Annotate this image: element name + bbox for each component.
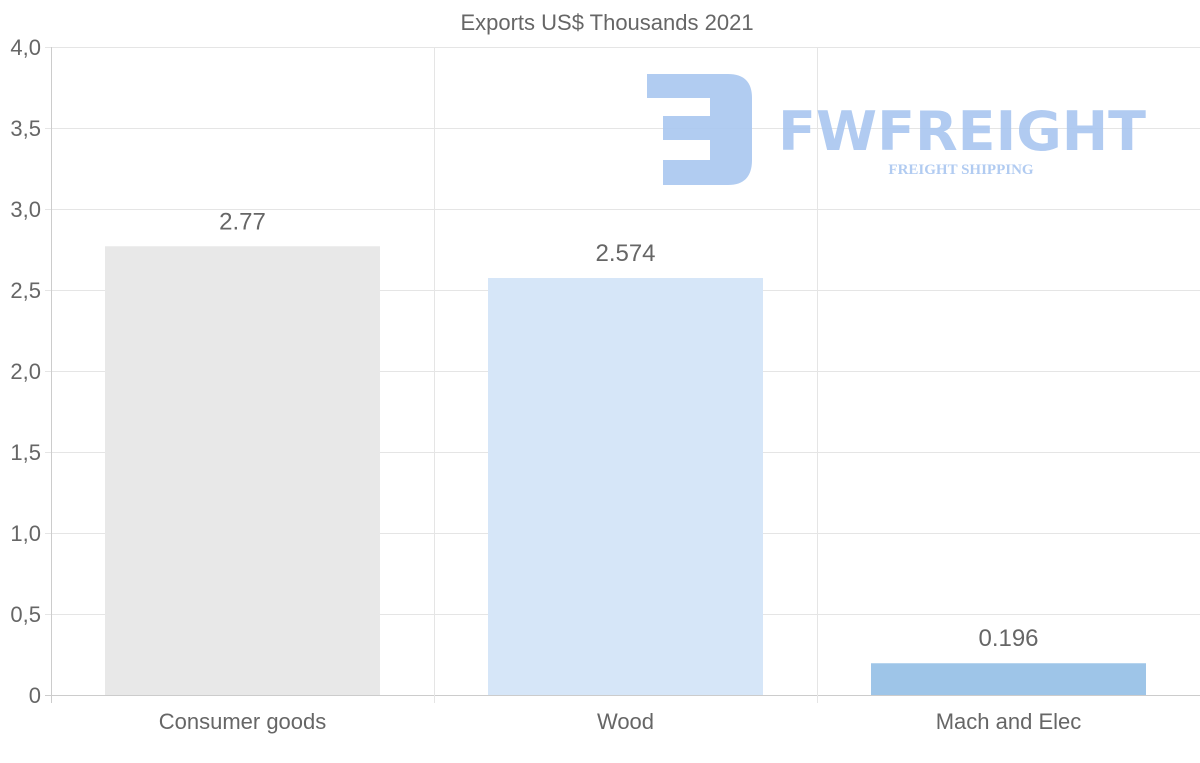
y-tick-label: 0	[29, 683, 41, 708]
fwfreight-watermark-logo: FWFREIGHT FREIGHT SHIPPING	[647, 74, 1146, 185]
watermark-brand: FWFREIGHT	[778, 100, 1146, 163]
x-tick-label: Wood	[597, 709, 654, 734]
logo-mark-icon	[647, 74, 752, 185]
y-tick-label: 3,5	[10, 116, 41, 141]
x-tick-label: Mach and Elec	[936, 709, 1082, 734]
bar-consumer-goods	[105, 246, 380, 695]
y-tick-label: 2,5	[10, 278, 41, 303]
chart-title: Exports US$ Thousands 2021	[460, 10, 753, 35]
bars	[105, 246, 1146, 695]
x-tick-label: Consumer goods	[159, 709, 327, 734]
y-tick-label: 1,0	[10, 521, 41, 546]
y-tick-label: 2,0	[10, 359, 41, 384]
axes: 0 0,5 1,0 1,5 2,0 2,5 3,0 3,5 4,0 2.77 Consumer go…	[10, 35, 1081, 734]
y-tick-label: 3,0	[10, 197, 41, 222]
y-tick-label: 4,0	[10, 35, 41, 60]
bar-wood	[488, 278, 763, 695]
data-label: 2.77	[219, 208, 266, 235]
data-label: 2.574	[595, 240, 655, 267]
data-label: 0.196	[978, 625, 1038, 652]
bar-mach-and-elec	[871, 663, 1146, 695]
y-tick-label: 1,5	[10, 440, 41, 465]
watermark-tagline: FREIGHT SHIPPING	[888, 162, 1033, 178]
y-tick-label: 0,5	[10, 602, 41, 627]
